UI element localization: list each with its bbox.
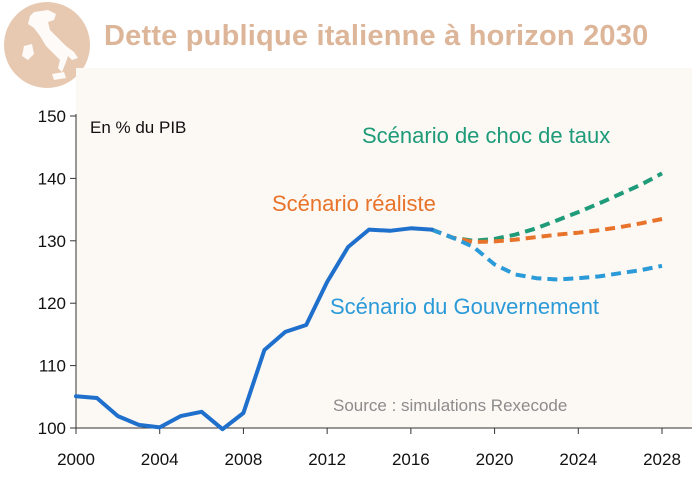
series-line-gouvernement (431, 227, 663, 282)
y-axis-unit-label: En % du PIB (90, 118, 186, 137)
y-tick-label: 120 (38, 294, 66, 313)
y-tick-label: 100 (38, 419, 66, 438)
italy-map-shape (22, 10, 78, 80)
legend-label-gouvernement: Scénario du Gouvernement (330, 294, 599, 319)
series-line-choc-de-taux (431, 171, 663, 243)
chart-title: Dette publique italienne à horizon 2030 (104, 20, 649, 52)
x-tick-label: 2008 (225, 450, 263, 469)
x-axis-ticks: 2000 2004 2008 2012 2016 2020 2024 2028 (57, 428, 681, 469)
x-tick-label: 2016 (392, 450, 430, 469)
series-line-historique (74, 226, 434, 432)
series-lines (74, 171, 663, 432)
chart-header: Dette publique italienne à horizon 2030 (0, 0, 695, 88)
y-axis-ticks: 100 110 120 130 140 150 (38, 107, 76, 438)
legend-label-choc-de-taux: Scénario de choc de taux (362, 123, 610, 148)
y-tick-label: 110 (39, 357, 66, 376)
y-tick-label: 150 (38, 107, 66, 126)
x-tick-label: 2020 (476, 450, 514, 469)
x-tick-label: 2000 (57, 450, 95, 469)
series-line-realiste (431, 217, 663, 244)
x-tick-label: 2028 (643, 450, 681, 469)
x-tick-label: 2004 (141, 450, 179, 469)
x-tick-label: 2024 (559, 450, 597, 469)
source-note: Source : simulations Rexecode (333, 396, 567, 415)
plot-area (76, 68, 692, 428)
italy-map-icon (4, 2, 90, 88)
x-tick-label: 2012 (308, 450, 346, 469)
y-tick-label: 140 (38, 169, 66, 188)
y-tick-label: 130 (38, 232, 66, 251)
legend-label-realiste: Scénario réaliste (272, 191, 436, 216)
